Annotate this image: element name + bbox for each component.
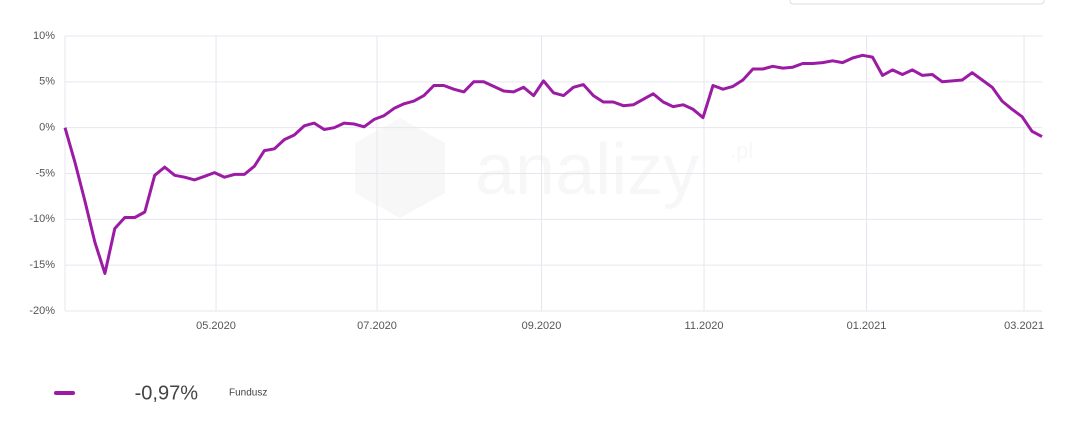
legend-value: -0,97% [135,382,199,404]
x-tick-label: 03.2021 [1004,320,1044,332]
y-tick-label: 5% [39,76,55,88]
x-tick-label: 09.2020 [522,320,562,332]
y-tick-label: -15% [29,259,55,271]
watermark-suffix: .pl [730,138,753,163]
y-tick-label: -5% [35,167,55,179]
y-tick-label: -20% [29,305,55,317]
watermark: analizy .pl [355,118,753,218]
x-tick-label: 05.2020 [196,320,236,332]
x-tick-label: 11.2020 [685,320,724,332]
watermark-text: analizy [475,130,699,210]
dropdown[interactable] [789,0,1045,5]
x-tick-label: 07.2020 [357,320,397,332]
data-line [63,53,1043,275]
y-tick-label: -10% [29,213,55,225]
y-tick-label: 10% [33,30,55,42]
x-tick-label: 01.2021 [847,320,887,332]
y-tick-label: 0% [39,122,55,134]
legend-name: Fundusz [229,388,267,399]
